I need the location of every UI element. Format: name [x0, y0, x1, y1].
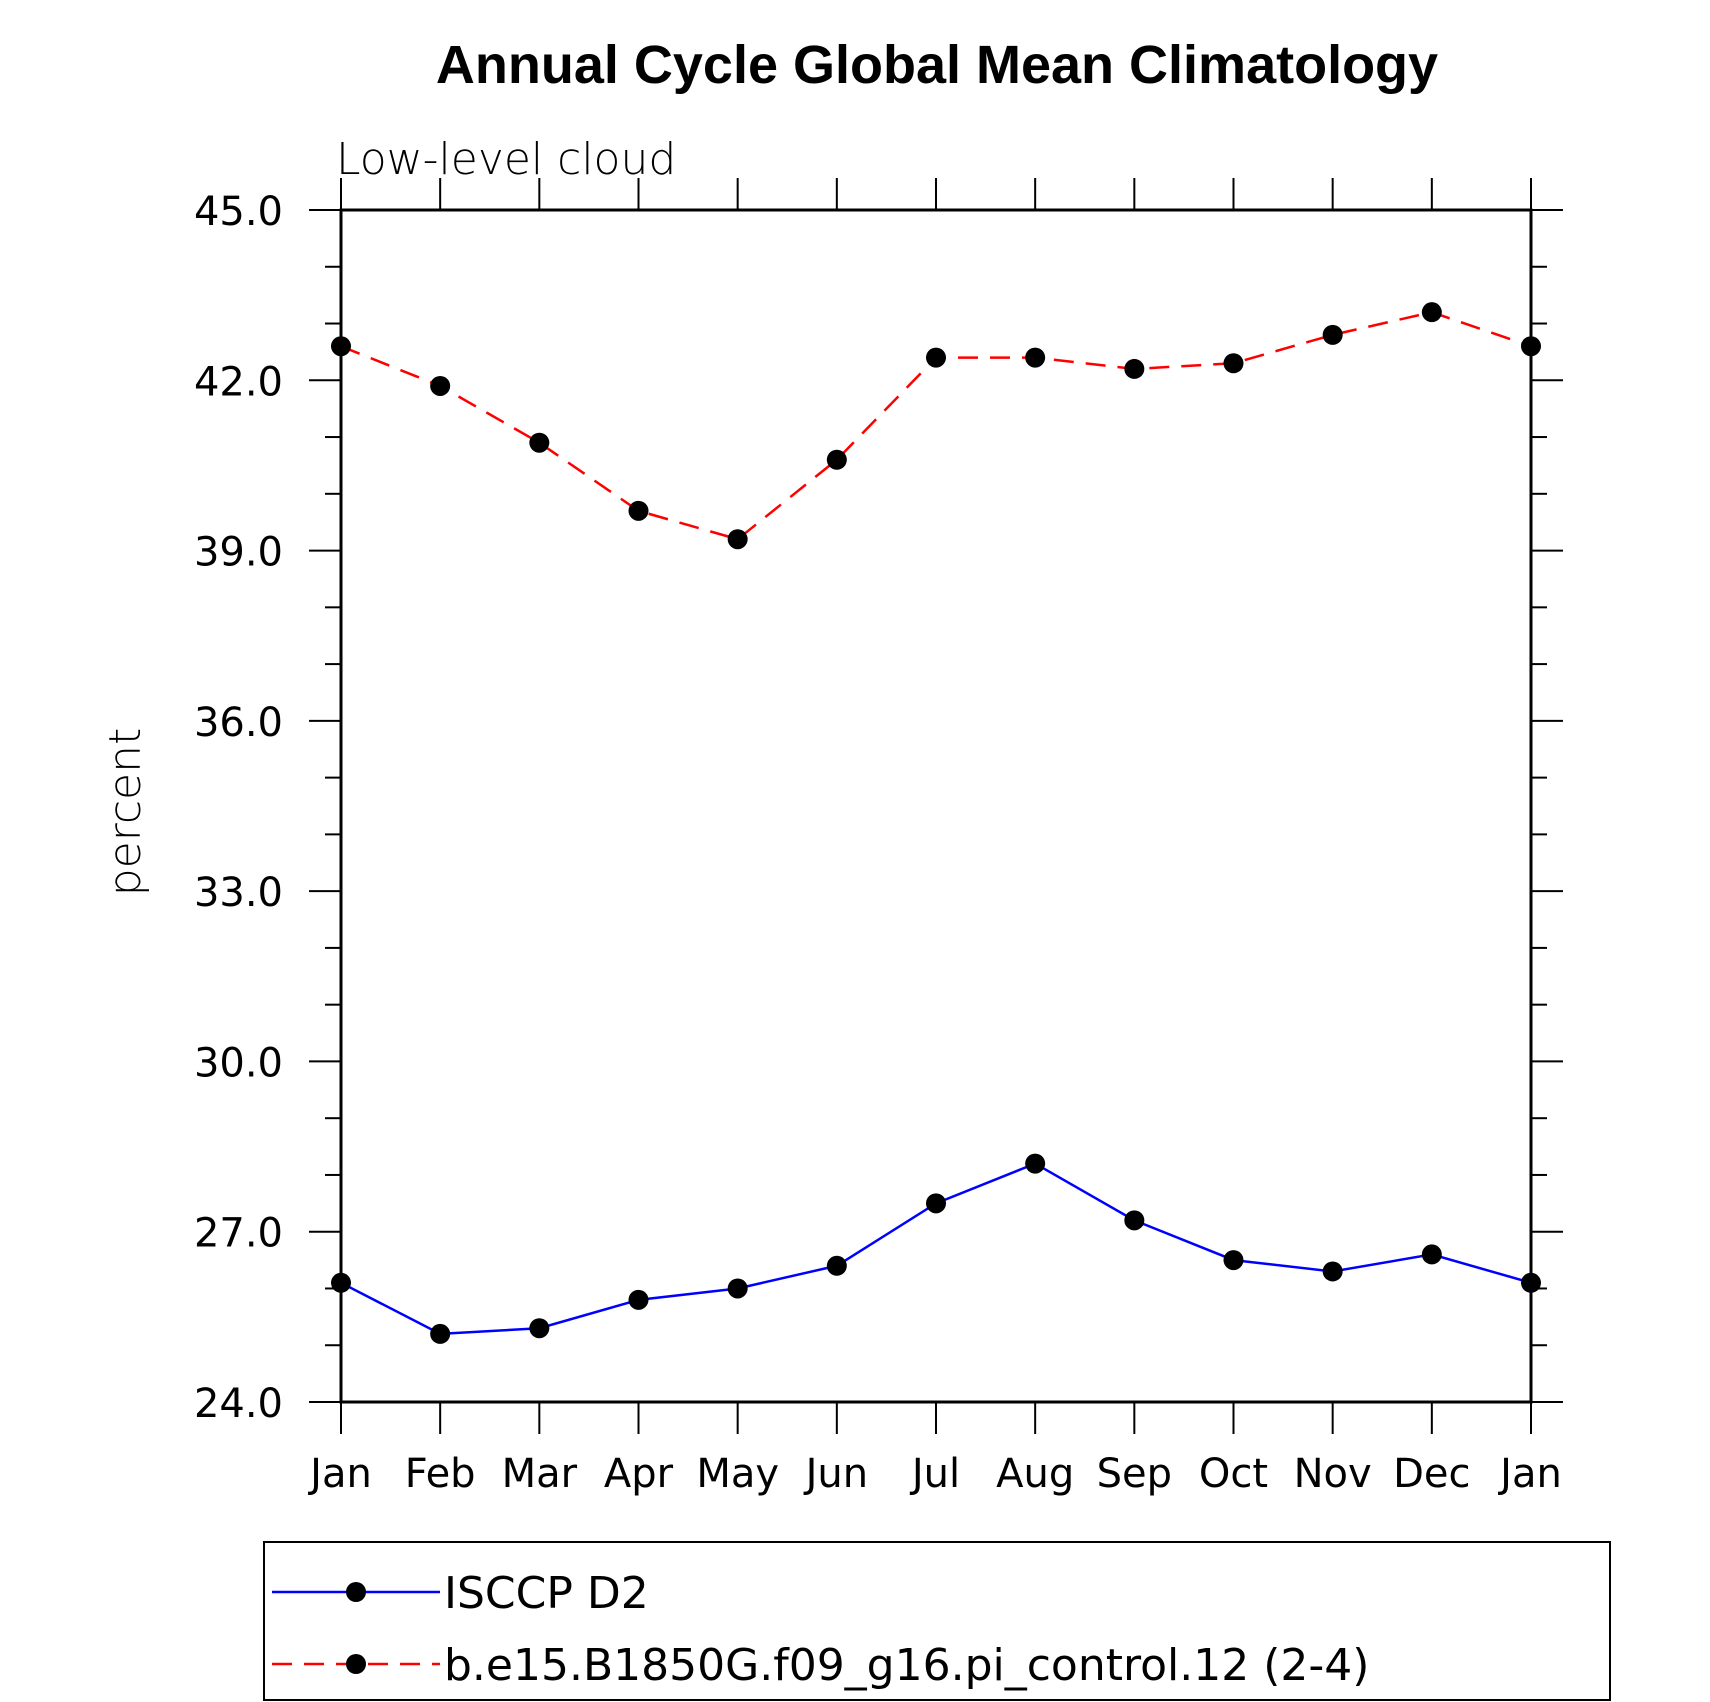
- y-tick-label: 33.0: [194, 870, 283, 916]
- series-layer: [331, 302, 1541, 1344]
- series-1-point: [1223, 1250, 1244, 1271]
- series-2-point: [331, 336, 351, 357]
- x-axis-ticks: [340, 178, 1532, 1434]
- chart-title: Annual Cycle Global Mean Climatology: [436, 35, 1438, 95]
- series-2-point: [1521, 336, 1541, 357]
- series-2-point: [1322, 324, 1343, 345]
- series-line-1: [340, 1162, 1532, 1336]
- series-2-point: [926, 347, 946, 368]
- y-axis-ticks: [309, 209, 1563, 1403]
- x-tick-label: Mar: [502, 1451, 578, 1497]
- legend-marker-1: [346, 1582, 366, 1602]
- series-line-2: [340, 310, 1532, 541]
- series-1-point: [331, 1272, 351, 1293]
- series-2-point: [430, 375, 451, 396]
- x-tick-label: Feb: [405, 1451, 476, 1497]
- series-2-point: [529, 432, 550, 453]
- series-1-point: [826, 1255, 847, 1276]
- chart-subtitle: Low-level cloud: [336, 134, 676, 185]
- y-tick-label: 27.0: [194, 1211, 283, 1257]
- series-1-point: [1124, 1210, 1145, 1231]
- x-tick-label: Apr: [604, 1451, 674, 1497]
- series-2-point: [1421, 302, 1442, 323]
- x-tick-label: Jan: [1497, 1451, 1562, 1497]
- x-tick-label: Jan: [307, 1451, 372, 1497]
- x-tick-label: Nov: [1294, 1451, 1372, 1497]
- legend-box: [263, 1541, 1611, 1701]
- series-1-point: [628, 1289, 649, 1310]
- y-axis-tick-labels: 24.0 27.0 30.0 33.0 36.0 39.0 42.0 45.0: [194, 189, 283, 1427]
- series-1-point: [1521, 1272, 1541, 1293]
- series-1-point: [1025, 1153, 1046, 1174]
- legend-marker-2: [346, 1654, 366, 1674]
- x-tick-label: Sep: [1097, 1451, 1172, 1497]
- x-tick-label: Dec: [1393, 1451, 1470, 1497]
- x-tick-label: May: [696, 1451, 779, 1497]
- series-2-point: [1124, 358, 1145, 379]
- series-2-point: [1025, 347, 1046, 368]
- legend: ISCCP D2 b.e15.B1850G.f09_g16.pi_control.…: [263, 1541, 1611, 1701]
- series-1-point: [727, 1278, 748, 1299]
- x-tick-label: Aug: [996, 1451, 1074, 1497]
- series-2-point: [1223, 353, 1244, 374]
- legend-label-1: ISCCP D2: [444, 1568, 649, 1619]
- y-tick-label: 42.0: [194, 359, 283, 405]
- series-1-point: [1322, 1261, 1343, 1282]
- y-tick-label: 45.0: [194, 189, 283, 235]
- x-tick-label: Jul: [909, 1451, 960, 1497]
- plot-frame: [339, 208, 1533, 1404]
- legend-label-2: b.e15.B1850G.f09_g16.pi_control.12 (2-4): [444, 1640, 1369, 1691]
- x-tick-label: Jun: [803, 1451, 869, 1497]
- y-tick-label: 36.0: [194, 700, 283, 746]
- y-tick-label: 30.0: [194, 1040, 283, 1086]
- series-1-point: [430, 1323, 451, 1344]
- series-1-point: [1421, 1244, 1442, 1265]
- series-2-point: [826, 449, 847, 470]
- y-tick-label: 24.0: [194, 1381, 283, 1427]
- y-tick-label: 39.0: [194, 530, 283, 576]
- x-tick-label: Oct: [1199, 1451, 1268, 1497]
- series-2-point: [727, 529, 748, 550]
- x-axis-tick-labels: Jan Feb Mar Apr May Jun Jul Aug Sep Oct Nov Dec Jan: [307, 1451, 1562, 1497]
- series-2-point: [628, 500, 649, 521]
- series-1-point: [529, 1318, 550, 1339]
- series-1-point: [926, 1193, 946, 1214]
- y-axis-label: percent: [100, 728, 151, 897]
